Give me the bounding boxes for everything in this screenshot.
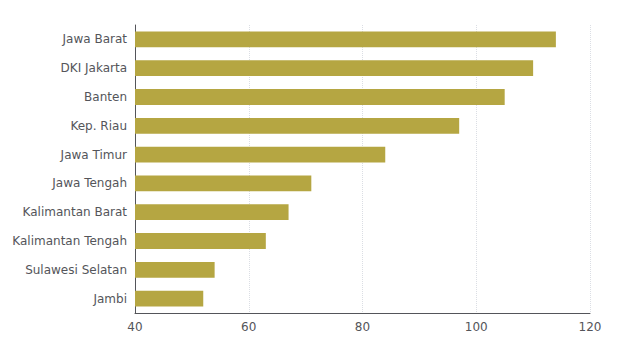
svg-text:Jawa Barat: Jawa Barat <box>62 32 128 46</box>
svg-text:Jawa Tengah: Jawa Tengah <box>51 176 127 190</box>
svg-text:Sulawesi Selatan: Sulawesi Selatan <box>25 263 127 277</box>
svg-text:Kep. Riau: Kep. Riau <box>70 119 127 133</box>
svg-text:Kalimantan Tengah: Kalimantan Tengah <box>12 234 127 248</box>
svg-text:100: 100 <box>465 320 488 334</box>
svg-text:80: 80 <box>355 320 370 334</box>
svg-text:Banten: Banten <box>84 90 127 104</box>
svg-text:120: 120 <box>579 320 602 334</box>
svg-text:Kalimantan Barat: Kalimantan Barat <box>23 205 128 219</box>
svg-text:Jambi: Jambi <box>92 292 127 306</box>
svg-text:60: 60 <box>241 320 256 334</box>
svg-text:DKI Jakarta: DKI Jakarta <box>61 61 127 75</box>
svg-text:Jawa Timur: Jawa Timur <box>60 148 127 162</box>
svg-text:40: 40 <box>127 320 142 334</box>
